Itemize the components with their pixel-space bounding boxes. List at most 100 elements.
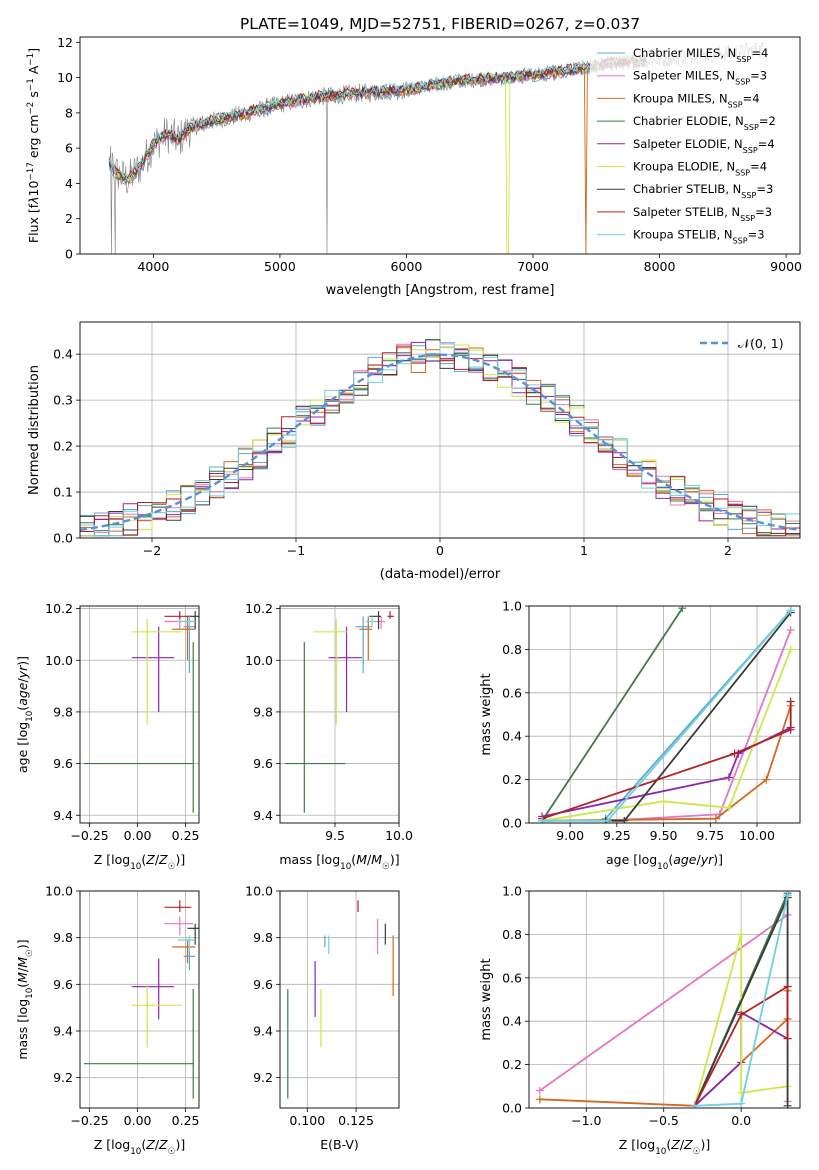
axes-frame: [279, 890, 400, 1109]
label-part: M: [371, 852, 382, 867]
legend-label: Kroupa ELODIE, NSSP=4: [633, 160, 767, 178]
x-tick-label: 0.125: [338, 1113, 374, 1128]
x-tick-label: −1: [287, 543, 305, 558]
label-part: =4: [758, 137, 775, 151]
y-tick-label: 0.4: [53, 347, 73, 362]
x-tick-label: −0.25: [70, 1113, 108, 1128]
weight_vs_Z-ylabel: mass weight: [479, 958, 494, 1040]
label-part: Chabrier MILES, N: [633, 46, 736, 60]
y-tick-label: 10.0: [45, 653, 73, 668]
label-part: SSP: [728, 100, 743, 109]
weight-marker: [783, 891, 792, 900]
y-tick-label: 10.0: [245, 884, 273, 899]
mass_vs_Z-xlabel: Z [log10(Z/Z☉)]: [94, 1137, 186, 1157]
y-tick-label: 0.4: [502, 1014, 522, 1029]
label-part: )]: [15, 656, 30, 666]
label-part: =3: [756, 182, 773, 196]
x-tick-label: −2: [143, 543, 161, 558]
weight-marker: [724, 773, 733, 782]
label-part: age: [15, 682, 30, 706]
label-part: mass [log: [15, 999, 30, 1060]
y-tick-label: 9.8: [253, 704, 273, 719]
y-tick-label: 0.4: [502, 729, 522, 744]
y-tick-label: 9.4: [53, 1024, 73, 1039]
y-tick-label: 9.6: [253, 977, 273, 992]
label-part: /: [15, 967, 30, 972]
weight-marker: [762, 775, 771, 784]
weight-line: [542, 705, 792, 822]
label-part: SSP: [744, 123, 759, 132]
label-part: ☉: [168, 862, 176, 872]
x-tick-label: 2: [724, 543, 732, 558]
label-part: SSP: [735, 168, 750, 177]
x-tick-label: 9.75: [696, 828, 724, 843]
label-part: Z: [670, 1137, 680, 1152]
label-part: 10: [340, 862, 351, 872]
label-part: yr: [15, 665, 30, 679]
spectrum-model-line: [108, 56, 648, 183]
label-part: Kroupa ELODIE, N: [633, 160, 735, 174]
label-part: /: [367, 852, 372, 867]
label-part: Flux [f: [26, 203, 41, 243]
label-part: Z: [145, 1137, 155, 1152]
spectrum-ylabel: Flux [fλ10−17 erg cm−2 s−1 A−1]: [26, 48, 41, 243]
weight-line: [541, 726, 792, 818]
y-tick-label: 10.0: [45, 884, 73, 899]
histogram-step: [80, 345, 800, 537]
legend-label: Salpeter STELIB, NSSP=3: [633, 205, 772, 223]
label-part: Z: [683, 1137, 693, 1152]
x-tick-label: 1: [580, 543, 588, 558]
legend-label: Salpeter ELODIE, NSSP=4: [633, 137, 775, 155]
label-part: (: [141, 852, 146, 867]
label-part: Chabrier ELODIE, N: [633, 114, 744, 128]
histogram-step: [80, 352, 800, 537]
y-tick-label: 9.2: [253, 1070, 273, 1085]
label-part: ☉: [168, 1147, 176, 1157]
x-tick-label: −1.0: [571, 1113, 601, 1128]
label-part: =3: [750, 69, 767, 83]
mass_vs_Z-ylabel: mass [log10(M/M☉)]: [15, 939, 35, 1059]
weight-marker: [737, 1099, 746, 1108]
weight-marker: [783, 1034, 792, 1043]
axes-age_vs_Z: −0.25 0.00 0.25 9.4 9.6 9.8 10.0 10.2: [45, 601, 199, 843]
weight-marker: [690, 1101, 699, 1108]
legend-box: [590, 44, 795, 249]
axes-frame: [79, 36, 801, 255]
label-part: ]: [26, 48, 41, 53]
label-part: (: [668, 852, 673, 867]
x-tick-label: 9.25: [603, 828, 631, 843]
label-part: ☉: [693, 1147, 701, 1157]
y-tick-label: 9.6: [253, 756, 273, 771]
label-part: (: [141, 1137, 146, 1152]
label-part: 10: [655, 1147, 666, 1157]
y-tick-label: 0.6: [502, 685, 522, 700]
label-part: age: [673, 852, 697, 867]
label-part: Kroupa MILES, N: [633, 91, 728, 105]
label-part: )]: [713, 852, 723, 867]
y-tick-label: 9.6: [53, 756, 73, 771]
axes-frame: [279, 605, 400, 824]
weight-marker: [724, 803, 733, 812]
label-part: (: [15, 983, 30, 988]
x-tick-label: 0.00: [124, 828, 152, 843]
label-part: Salpeter ELODIE, N: [633, 137, 743, 151]
weight-marker: [786, 697, 795, 706]
legend-label: Salpeter MILES, NSSP=3: [633, 69, 767, 87]
weight-marker: [786, 645, 795, 654]
mass_vs_ebv-xlabel: E(B-V): [320, 1137, 359, 1152]
y-tick-label: 9.4: [253, 1024, 273, 1039]
y-tick-label: 1.0: [502, 599, 522, 614]
spectrum-model-line: [108, 55, 648, 181]
label-part: A: [26, 65, 41, 78]
weight-marker: [678, 606, 687, 613]
y-tick-label: 9.4: [53, 808, 73, 823]
y-tick-label: 0.0: [502, 816, 522, 831]
weight-marker: [737, 1010, 746, 1019]
weight-marker: [786, 625, 795, 634]
weight-marker: [783, 1101, 792, 1108]
y-tick-label: 9.8: [253, 930, 273, 945]
label-part: Z: [145, 852, 155, 867]
label-part: 10: [130, 1147, 141, 1157]
label-part: Salpeter STELIB, N: [633, 205, 740, 219]
y-tick-label: 0.2: [502, 1057, 522, 1072]
